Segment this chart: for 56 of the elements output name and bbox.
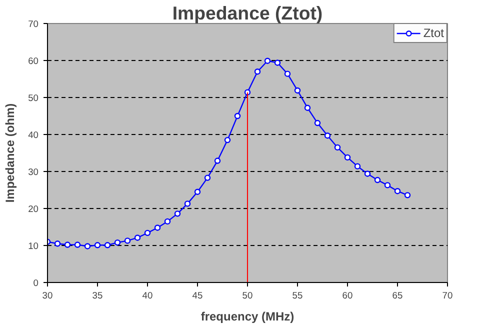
point (154, 224, 161, 231)
point (284, 70, 291, 77)
point (174, 210, 181, 217)
point (334, 144, 341, 151)
point (274, 60, 281, 66)
x-tick-label: 70 (442, 290, 453, 300)
point (184, 200, 191, 207)
point (74, 242, 81, 248)
y-tick-label: 30 (28, 167, 39, 177)
point (294, 87, 301, 94)
y-tick-label: 10 (28, 241, 39, 251)
point (144, 230, 151, 236)
point (114, 239, 121, 246)
chart-title: Impedance (Ztot) (172, 2, 323, 24)
point (314, 120, 321, 126)
x-tick-label: 35 (92, 290, 103, 300)
x-tick-label: 30 (42, 290, 53, 300)
point (404, 192, 411, 198)
point (264, 58, 271, 64)
x-tick-label: 55 (292, 290, 303, 300)
x-tick-label: 60 (342, 290, 353, 300)
point (224, 136, 231, 144)
point (194, 188, 201, 195)
point (64, 242, 71, 248)
point (104, 242, 111, 248)
point (214, 158, 221, 164)
y-tick-label: 20 (28, 204, 39, 214)
point (134, 234, 141, 241)
point (384, 182, 391, 188)
x-tick-label: 50 (242, 290, 253, 300)
x-axis-title: frequency (MHz) (200, 310, 294, 324)
point (354, 163, 361, 170)
legend-label: Ztot (423, 26, 444, 40)
y-tick-label: 50 (28, 93, 39, 103)
point (344, 154, 351, 161)
point (234, 112, 241, 120)
point (364, 170, 371, 177)
x-tick-label: 65 (392, 290, 403, 300)
point (94, 242, 101, 248)
y-tick-label: 60 (28, 56, 39, 66)
point (204, 174, 211, 181)
point (124, 238, 131, 244)
point (394, 188, 401, 194)
y-axis-title: Impedance (ohm) (3, 103, 18, 203)
point (84, 243, 91, 250)
y-tick-label: 40 (28, 130, 39, 140)
y-tick-label: 0 (33, 278, 39, 288)
y-tick-label: 70 (28, 19, 39, 29)
point (164, 218, 171, 225)
x-tick-label: 40 (142, 290, 153, 300)
point (54, 240, 61, 247)
point (304, 104, 311, 111)
point (374, 176, 381, 184)
point (324, 132, 331, 139)
x-tick-label: 45 (192, 290, 203, 300)
point (254, 68, 261, 75)
